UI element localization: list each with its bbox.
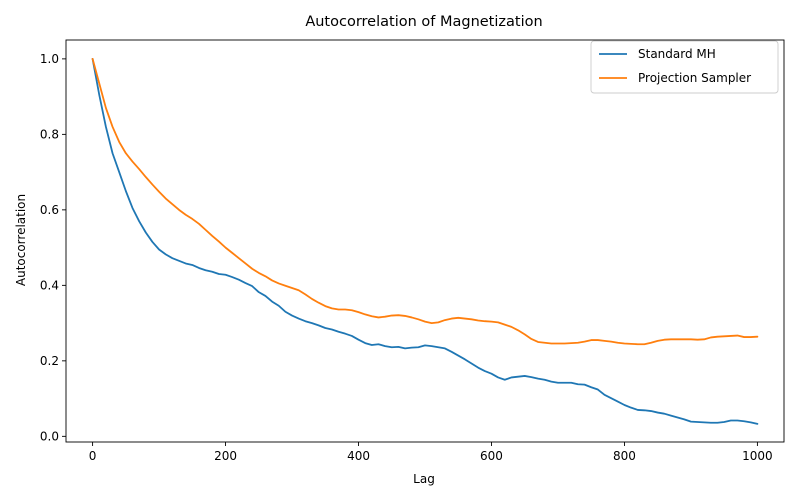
y-tick-label: 0.4 — [40, 278, 59, 292]
series-line-standard-mh — [91, 57, 759, 425]
legend-label-standard-mh: Standard MH — [638, 47, 716, 61]
legend-box — [590, 40, 779, 94]
y-tick-label: 1.0 — [40, 52, 59, 66]
x-tick-label: 800 — [613, 449, 636, 463]
y-tick-label: 0.0 — [40, 429, 59, 443]
x-tick-label: 1000 — [742, 449, 773, 463]
y-tick-label: 0.8 — [40, 127, 59, 141]
chart-title: Autocorrelation of Magnetization — [305, 14, 542, 30]
series-lines — [91, 57, 759, 425]
x-tick-label: 400 — [347, 449, 370, 463]
y-tick-label: 0.2 — [40, 354, 59, 368]
plot-area: 0 200 400 600 800 1000 0.0 0.2 0.4 0.6 0.8 1.0 — [40, 39, 785, 463]
x-axis-ticks: 0 200 400 600 800 1000 — [89, 442, 773, 463]
y-tick-label: 0.6 — [40, 203, 59, 217]
x-axis-label: Lag — [413, 472, 435, 486]
y-axis-ticks: 0.0 0.2 0.4 0.6 0.8 1.0 — [40, 52, 66, 443]
x-tick-label: 600 — [480, 449, 503, 463]
x-tick-label: 200 — [214, 449, 237, 463]
x-tick-label: 0 — [89, 449, 97, 463]
series-line-projection-sampler — [91, 57, 759, 346]
y-axis-label: Autocorrelation — [14, 194, 28, 286]
legend-label-projection-sampler: Projection Sampler — [638, 71, 751, 85]
axes-frame — [65, 39, 785, 443]
legend: Standard MH Projection Sampler — [590, 40, 779, 94]
